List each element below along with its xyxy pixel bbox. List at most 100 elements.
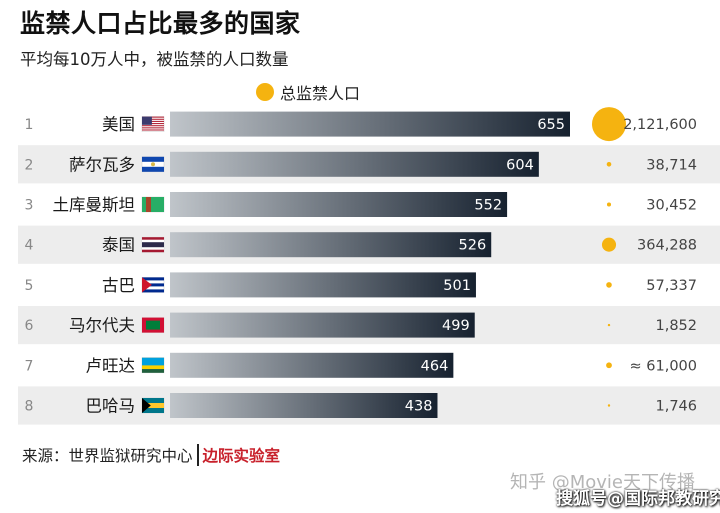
- chart-row: 8 巴哈马 438 1,746: [18, 386, 720, 425]
- flag-field: [142, 197, 164, 212]
- flag-carpet: [146, 197, 151, 212]
- flag-usa-icon: [141, 116, 165, 132]
- bar: [170, 232, 492, 258]
- total-value-label: 1,852: [655, 318, 697, 334]
- flag-stripe: [142, 129, 164, 131]
- rank-label: 5: [25, 278, 34, 294]
- country-label: 美国: [102, 115, 135, 134]
- flag-el-salvador-icon: [141, 156, 165, 173]
- bar: [170, 393, 438, 418]
- chart-row: 2 萨尔瓦多 604 38,714: [18, 145, 720, 184]
- flag-bahamas-icon: [141, 397, 165, 414]
- flag-stripe: [142, 123, 164, 125]
- watermark-zhihu: 知乎 @Movie天下传播: [510, 472, 695, 493]
- legend: 总监禁人口: [256, 80, 360, 104]
- total-bubble: [592, 107, 626, 142]
- country-label: 萨尔瓦多: [69, 155, 135, 174]
- bar: [170, 352, 454, 378]
- bar-value-label: 501: [443, 278, 471, 294]
- total-value-label: ≈ 61,000: [630, 358, 698, 374]
- chart-row: 3 土库曼斯坦 552 30,452: [25, 192, 697, 217]
- bar: [170, 151, 539, 177]
- flag-stripe: [142, 127, 164, 129]
- total-value-label: 364,288: [637, 238, 697, 254]
- source-brand: 边际实验室: [202, 447, 281, 465]
- chart-title: 监禁人口占比最多的国家: [20, 9, 301, 38]
- total-value-label: 1,746: [655, 399, 697, 415]
- bar-value-label: 464: [421, 358, 449, 374]
- rank-label: 8: [25, 399, 34, 415]
- flag-panel: [146, 320, 160, 330]
- chart-subtitle: 平均每10万人中，被监禁的人口数量: [20, 50, 289, 69]
- flag-stripe: [142, 116, 164, 118]
- total-bubble: [606, 282, 612, 288]
- flag-stripe: [142, 118, 164, 120]
- bar: [170, 192, 508, 217]
- rank-label: 7: [25, 358, 34, 374]
- rank-label: 2: [25, 157, 34, 173]
- country-label: 土库曼斯坦: [53, 196, 136, 215]
- flag-stripe: [142, 120, 164, 122]
- country-label: 卢旺达: [86, 356, 136, 375]
- flag-thailand-icon: [141, 236, 165, 253]
- bar-value-label: 655: [537, 117, 565, 133]
- watermark-sohu: 搜狐号@国际邦教研究: [556, 489, 720, 509]
- bar: [170, 272, 476, 298]
- flag-band: [142, 365, 164, 370]
- source-separator: [196, 444, 199, 466]
- flag-band: [142, 357, 164, 366]
- total-bubble: [606, 362, 612, 369]
- chart-row: 1 美国 655 2,121,600: [25, 107, 697, 142]
- country-label: 古巴: [102, 276, 135, 295]
- bar-value-label: 604: [506, 157, 534, 173]
- rank-label: 3: [25, 198, 34, 214]
- flag-stripe: [142, 289, 164, 293]
- bar-value-label: 499: [442, 318, 470, 334]
- flag-band: [142, 242, 164, 248]
- total-bubble: [606, 162, 612, 167]
- total-value-label: 2,121,600: [623, 117, 697, 133]
- flag-band: [142, 156, 164, 162]
- bar-value-label: 438: [405, 399, 433, 415]
- chart-row: 4 泰国 526 364,288: [18, 225, 720, 264]
- bar-value-label: 526: [459, 238, 487, 254]
- flag-triangle: [142, 398, 151, 413]
- source-line: 来源：世界监狱研究中心 边际实验室: [22, 444, 280, 466]
- legend-label: 总监禁人口: [280, 84, 361, 103]
- chart-row: 6 马尔代夫 499 1,852: [18, 306, 720, 345]
- total-bubble: [607, 323, 611, 327]
- total-value-label: 30,452: [646, 198, 697, 214]
- source-text: 来源：世界监狱研究中心: [22, 447, 193, 465]
- flag-emblem: [151, 162, 155, 167]
- rank-label: 6: [25, 318, 34, 334]
- rank-label: 4: [25, 238, 34, 254]
- total-bubble: [601, 237, 617, 252]
- chart-row: 7 卢旺达 464 ≈ 61,000: [25, 352, 698, 378]
- bar: [170, 111, 570, 137]
- country-label: 马尔代夫: [69, 316, 135, 335]
- rank-label: 1: [25, 117, 34, 133]
- total-value-label: 57,337: [646, 278, 697, 294]
- bar-chart: 1 美国 655 2,121,600 2 萨尔瓦多 604 38,714 3 土库曼斯坦 552 30…: [18, 107, 720, 425]
- flag-canton: [142, 116, 152, 125]
- country-label: 泰国: [102, 236, 135, 255]
- flag-maldives-icon: [141, 317, 165, 333]
- flag-cuba-icon: [141, 277, 165, 293]
- flag-stripe: [142, 125, 164, 127]
- flag-band: [142, 403, 164, 408]
- country-label: 巴哈马: [86, 397, 136, 416]
- flag-stripe: [142, 283, 164, 287]
- flag-triangle: [142, 277, 152, 293]
- total-value-label: 38,714: [646, 157, 697, 173]
- flag-rwanda-icon: [141, 357, 165, 374]
- total-bubble: [607, 404, 611, 407]
- total-bubble: [606, 202, 612, 207]
- flag-turkmenistan-icon: [141, 196, 165, 213]
- bar-value-label: 552: [474, 198, 502, 214]
- flag-band: [142, 166, 164, 172]
- flag-stripe: [142, 277, 164, 281]
- flag-band: [142, 369, 164, 373]
- legend-dot-icon: [256, 83, 274, 101]
- chart-row: 5 古巴 501 57,337: [25, 272, 697, 298]
- bar: [170, 312, 475, 338]
